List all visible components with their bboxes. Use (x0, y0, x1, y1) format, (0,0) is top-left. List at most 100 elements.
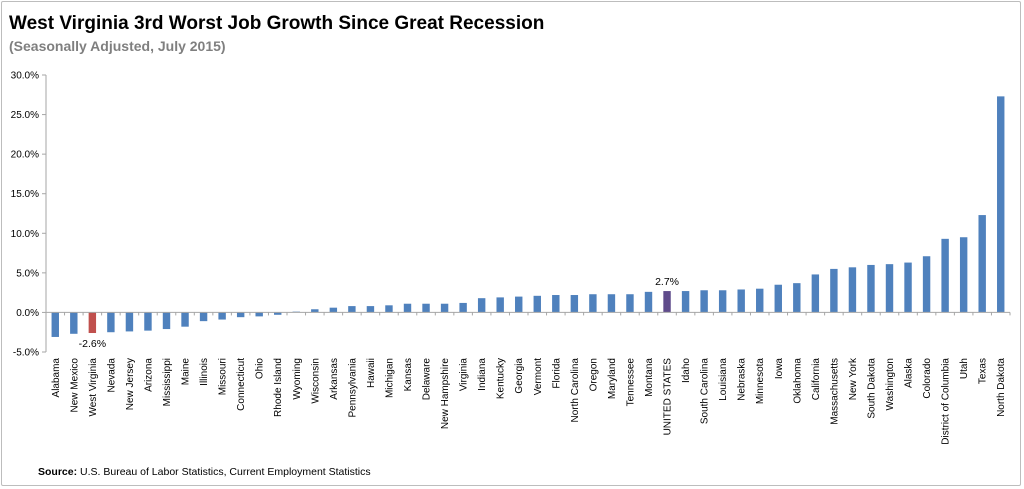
x-category-label: Rhode Island (273, 358, 284, 417)
x-category-label: Maryland (607, 358, 618, 399)
x-category-label: New York (848, 357, 859, 400)
bar-minnesota (756, 288, 764, 313)
x-category-label: Illinois (199, 358, 210, 386)
x-category-label: UNITED STATES (663, 358, 674, 436)
y-tick-label: 15.0% (11, 189, 39, 200)
bar-washington (885, 264, 894, 313)
x-category-label: Connecticut (236, 358, 247, 411)
chart-subtitle: (Seasonally Adjusted, July 2015) (9, 38, 226, 54)
bar-vermont (533, 295, 541, 313)
x-category-label: Louisiana (718, 358, 729, 401)
x-axis (45, 311, 1011, 316)
bar-pennsylvania (348, 306, 356, 313)
bar-oklahoma (793, 283, 801, 313)
bar-montana (644, 291, 653, 313)
bar-hawaii (366, 306, 375, 313)
x-category-label: Washington (885, 358, 896, 410)
bar-kentucky (496, 297, 504, 313)
x-category-label: Oklahoma (792, 358, 803, 404)
y-tick-label: 30.0% (11, 71, 39, 82)
x-category-label: Pennsylvania (347, 358, 358, 418)
x-category-label: Massachusetts (829, 358, 840, 425)
x-category-label: Nebraska (737, 358, 748, 401)
bar-new-hampshire (440, 303, 449, 313)
bar-mississippi (162, 312, 171, 330)
bar-alaska (904, 262, 912, 313)
bar-missouri (218, 312, 226, 320)
bar-north-dakota (997, 96, 1005, 313)
bar-michigan (385, 305, 393, 313)
bar-south-dakota (867, 264, 875, 313)
bar-oregon (589, 294, 597, 313)
bar-texas (978, 215, 986, 313)
bar-maryland (607, 294, 616, 313)
y-tick-label: 20.0% (11, 150, 39, 161)
x-category-label: Hawaii (366, 358, 377, 388)
y-tick-label: 5.0% (16, 268, 39, 279)
x-category-label: Wisconsin (310, 358, 321, 404)
bar-georgia (515, 296, 523, 313)
data-labels: -2.6% 2.7% (79, 276, 679, 350)
x-category-label: Michigan (384, 358, 395, 398)
x-category-label: Colorado (922, 358, 933, 399)
bar-maine (181, 312, 189, 327)
data-label-west-virginia: -2.6% (79, 338, 106, 350)
x-category-label: Vermont (533, 358, 544, 395)
bar-nebraska (737, 289, 745, 313)
x-category-label: North Dakota (996, 358, 1007, 417)
x-category-label: Florida (551, 358, 562, 389)
bar-virginia (459, 302, 467, 313)
x-category-label: Ohio (255, 358, 266, 380)
x-category-label: Maine (181, 358, 192, 386)
bar-tennessee (626, 294, 634, 313)
bar-north-carolina (570, 295, 579, 313)
bar-california (811, 274, 820, 313)
x-category-label: Utah (959, 358, 970, 379)
bar-arkansas (329, 307, 338, 313)
x-category-label: Montana (644, 358, 655, 397)
x-category-label: Iowa (774, 358, 785, 380)
bar-west-virginia (88, 312, 97, 334)
bar-nevada (107, 312, 115, 333)
bar-ohio (255, 312, 263, 317)
bar-south-carolina (700, 290, 708, 313)
y-tick-label: -5.0% (13, 348, 39, 359)
bar-wisconsin (311, 309, 319, 313)
x-category-label: District of Columbia (941, 358, 952, 445)
x-category-label: Texas (978, 358, 989, 384)
x-category-label: Mississippi (162, 358, 173, 406)
x-category-label: Virginia (459, 358, 470, 392)
bar-iowa (774, 284, 782, 313)
bar-colorado (922, 256, 931, 313)
y-axis: -5.0% 0.0% 5.0% 10.0% 15.0% 20.0% 25.0% 30.0% (11, 71, 47, 359)
x-category-label: California (811, 358, 822, 401)
x-category-label: Alaska (904, 358, 915, 388)
x-category-label: Nevada (106, 358, 117, 393)
bar-rhode-island (274, 312, 282, 315)
bar-arizona (144, 312, 152, 331)
y-tick-label: 0.0% (16, 308, 39, 319)
bar-massachusetts (830, 268, 838, 313)
bar-indiana (477, 298, 486, 313)
x-category-label: West Virginia (88, 358, 99, 417)
source-text: U.S. Bureau of Labor Statistics, Current… (80, 466, 371, 478)
x-category-label: Arizona (143, 358, 154, 392)
bar-idaho (681, 291, 690, 313)
bars (51, 96, 1005, 337)
bar-new-jersey (125, 312, 134, 332)
source-label: Source: (38, 466, 78, 478)
x-category-label: Indiana (477, 358, 488, 391)
x-category-label: Tennessee (625, 358, 636, 407)
x-category-label: Idaho (681, 358, 692, 383)
bar-new-mexico (70, 312, 78, 334)
bar-utah (959, 237, 968, 313)
bar-florida (552, 295, 560, 313)
x-category-label: Arkansas (329, 358, 340, 400)
x-category-label: North Carolina (570, 358, 581, 423)
x-category-label: Missouri (218, 358, 229, 395)
x-category-label: South Dakota (866, 358, 877, 419)
x-category-label: Alabama (51, 358, 62, 398)
y-tick-label: 25.0% (11, 110, 39, 121)
